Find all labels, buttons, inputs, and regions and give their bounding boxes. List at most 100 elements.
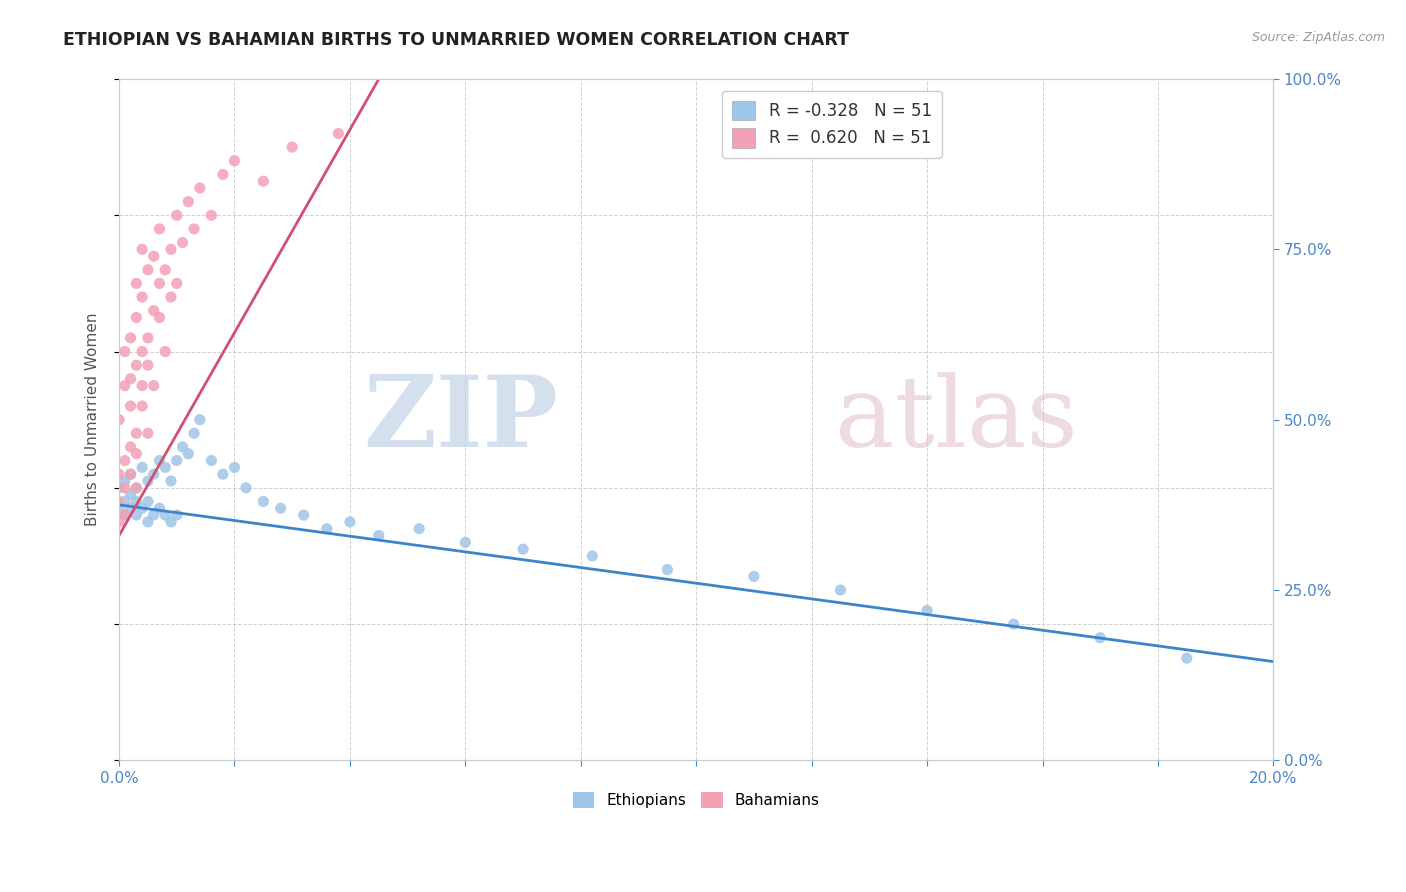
Point xyxy=(328,127,350,141)
Point xyxy=(166,453,188,467)
Point xyxy=(125,494,148,508)
Point xyxy=(212,467,235,482)
Point xyxy=(136,358,159,372)
Point xyxy=(120,372,142,386)
Point xyxy=(131,501,153,516)
Point xyxy=(125,426,148,441)
Point xyxy=(581,549,603,563)
Point xyxy=(114,453,136,467)
Point xyxy=(1002,617,1025,632)
Point xyxy=(136,494,159,508)
Point xyxy=(142,303,165,318)
Point xyxy=(142,508,165,522)
Point xyxy=(125,481,148,495)
Point xyxy=(183,426,205,441)
Point xyxy=(148,277,170,291)
Point xyxy=(108,494,131,508)
Point xyxy=(172,440,194,454)
Point xyxy=(131,460,153,475)
Point xyxy=(108,501,131,516)
Point xyxy=(148,222,170,236)
Point xyxy=(367,528,389,542)
Point xyxy=(742,569,765,583)
Point xyxy=(120,501,142,516)
Point xyxy=(339,515,361,529)
Point xyxy=(155,262,177,277)
Point xyxy=(235,481,257,495)
Point xyxy=(657,563,679,577)
Point xyxy=(188,412,211,426)
Point xyxy=(108,467,131,482)
Point xyxy=(166,508,188,522)
Point xyxy=(224,153,246,168)
Point xyxy=(183,222,205,236)
Y-axis label: Births to Unmarried Women: Births to Unmarried Women xyxy=(86,313,100,526)
Point xyxy=(454,535,477,549)
Point xyxy=(131,243,153,257)
Point xyxy=(136,331,159,345)
Point xyxy=(200,453,222,467)
Point xyxy=(120,488,142,502)
Point xyxy=(114,494,136,508)
Point xyxy=(148,310,170,325)
Point xyxy=(142,249,165,263)
Point xyxy=(125,277,148,291)
Point xyxy=(136,474,159,488)
Point xyxy=(142,467,165,482)
Point xyxy=(915,603,938,617)
Point xyxy=(292,508,315,522)
Point xyxy=(108,412,131,426)
Point xyxy=(252,174,274,188)
Point xyxy=(125,358,148,372)
Point xyxy=(148,501,170,516)
Point xyxy=(188,181,211,195)
Point xyxy=(120,440,142,454)
Point xyxy=(108,515,131,529)
Point xyxy=(108,481,131,495)
Legend: Ethiopians, Bahamians: Ethiopians, Bahamians xyxy=(567,786,825,814)
Point xyxy=(125,310,148,325)
Point xyxy=(114,378,136,392)
Point xyxy=(155,508,177,522)
Point xyxy=(120,399,142,413)
Point xyxy=(155,460,177,475)
Point xyxy=(136,426,159,441)
Point xyxy=(136,515,159,529)
Text: ZIP: ZIP xyxy=(363,371,558,468)
Point xyxy=(120,467,142,482)
Point xyxy=(315,522,337,536)
Point xyxy=(172,235,194,250)
Point xyxy=(166,277,188,291)
Point xyxy=(200,208,222,222)
Point xyxy=(408,522,430,536)
Point xyxy=(281,140,304,154)
Point xyxy=(1090,631,1112,645)
Point xyxy=(1175,651,1198,665)
Point xyxy=(131,378,153,392)
Text: Source: ZipAtlas.com: Source: ZipAtlas.com xyxy=(1251,31,1385,45)
Point xyxy=(177,194,200,209)
Text: atlas: atlas xyxy=(835,372,1077,467)
Point xyxy=(125,508,148,522)
Point xyxy=(114,344,136,359)
Point xyxy=(125,447,148,461)
Point xyxy=(125,481,148,495)
Point xyxy=(114,474,136,488)
Point xyxy=(166,208,188,222)
Point xyxy=(270,501,292,516)
Point xyxy=(160,243,183,257)
Point xyxy=(131,399,153,413)
Point xyxy=(148,453,170,467)
Point xyxy=(114,508,136,522)
Point xyxy=(252,494,274,508)
Point xyxy=(131,290,153,304)
Point xyxy=(830,582,852,597)
Point xyxy=(177,447,200,461)
Point xyxy=(114,481,136,495)
Point xyxy=(212,167,235,181)
Point xyxy=(155,344,177,359)
Point xyxy=(160,515,183,529)
Point xyxy=(120,467,142,482)
Point xyxy=(120,331,142,345)
Point xyxy=(512,542,534,557)
